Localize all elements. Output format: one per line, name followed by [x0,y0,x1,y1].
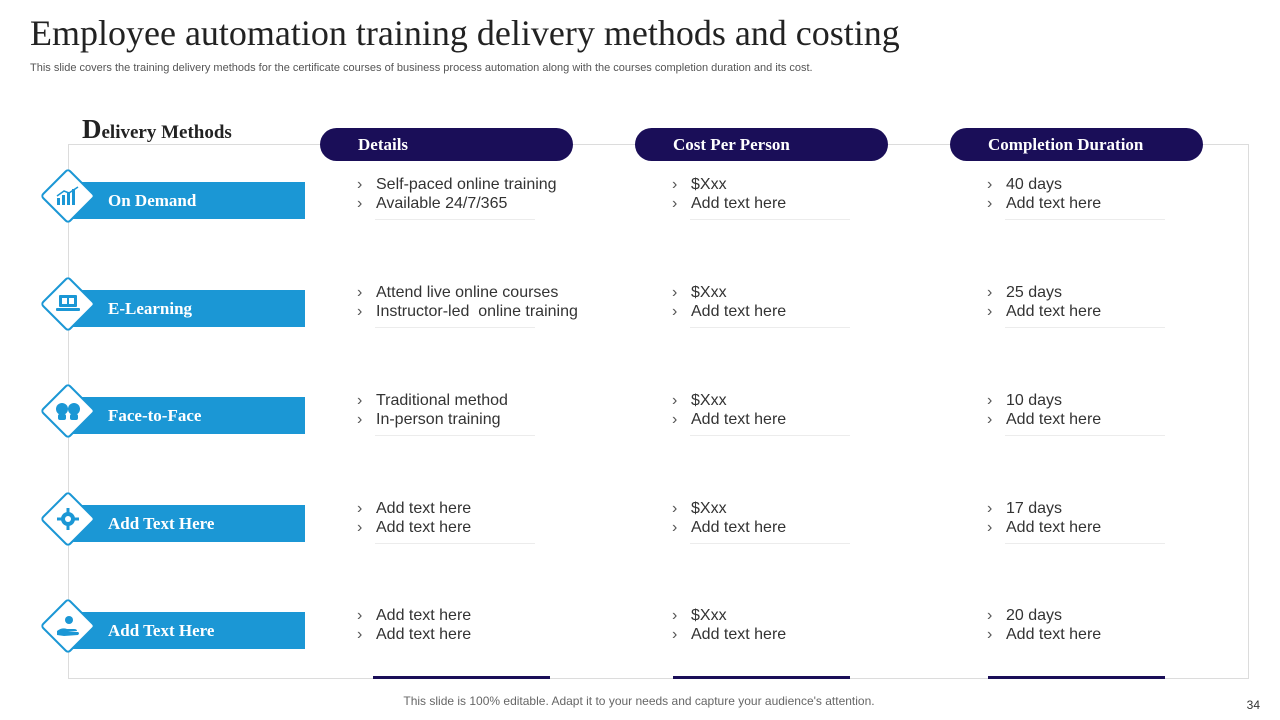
method-bar [68,182,305,219]
slide-footer: This slide is 100% editable. Adapt it to… [403,694,875,708]
chevron-right-icon: › [987,500,993,517]
hand-person-icon [54,612,82,640]
cost-cell: › $Xxx › Add text here [672,283,872,328]
section-heading: Delivery Methods [82,114,232,145]
details-cell: › Attend live online courses › Instructor-… [357,283,578,328]
column-underline-duration [988,676,1165,679]
chevron-right-icon: › [357,519,363,536]
method-label: E-Learning [108,298,193,318]
method-row-add-text-4: Add Text Here [39,490,310,555]
chevron-right-icon: › [987,176,993,193]
page-number: 34 [1246,698,1260,712]
gear-icon [54,505,82,533]
chevron-right-icon: › [357,176,363,193]
duration-cell: › 10 days › Add text here [987,391,1187,436]
chevron-right-icon: › [357,392,363,409]
chevron-right-icon: › [672,626,678,643]
method-label: Add Text Here [108,620,215,640]
chevron-right-icon: › [357,626,363,643]
details-cell: › Add text here › Add text here [357,607,472,643]
chevron-right-icon: › [672,607,678,624]
duration-cell: › 17 days › Add text here [987,499,1187,544]
chevron-right-icon: › [357,303,363,320]
method-row-e-learning: E-Learning [39,275,310,340]
cost-cell: › $Xxx › Add text here [672,499,872,544]
method-label: Face-to-Face [108,405,202,425]
bar-chart-icon [54,182,82,210]
chevron-right-icon: › [672,500,678,517]
duration-cell: › 40 days › Add text here [987,175,1187,220]
chevron-right-icon: › [672,411,678,428]
section-heading-rest: elivery Methods [101,122,232,143]
method-bar [68,290,305,327]
chevron-right-icon: › [672,303,678,320]
cost-cell: › $Xxx › Add text here [672,391,872,436]
chevron-right-icon: › [987,303,993,320]
method-row-on-demand: On Demand [39,167,310,232]
chevron-right-icon: › [672,519,678,536]
chevron-right-icon: › [357,195,363,212]
column-header-duration: Completion Duration [950,128,1203,161]
chevron-right-icon: › [987,195,993,212]
chevron-right-icon: › [357,411,363,428]
chevron-right-icon: › [672,176,678,193]
method-label: Add Text Here [108,513,215,533]
details-cell: › Add text here › Add text here [357,499,557,544]
column-header-details: Details [320,128,573,161]
column-underline-cost [673,676,850,679]
method-row-add-text-5: Add Text Here [39,597,310,662]
cost-cell: › $Xxx › Add text here [672,607,787,643]
method-label: On Demand [108,190,197,210]
chevron-right-icon: › [987,284,993,301]
details-cell: › Traditional method › In-person training [357,391,557,436]
people-talking-icon [54,397,82,425]
method-bar [68,612,305,649]
duration-cell: › 25 days › Add text here [987,283,1187,328]
method-bar [68,397,305,434]
chevron-right-icon: › [672,195,678,212]
column-underline-details [373,676,550,679]
section-heading-initial: D [82,114,102,144]
slide-subtitle: This slide covers the training delivery … [30,62,813,74]
chevron-right-icon: › [987,519,993,536]
cost-cell: › $Xxx › Add text here [672,175,872,220]
column-header-cost: Cost Per Person [635,128,888,161]
chevron-right-icon: › [357,607,363,624]
laptop-icon [54,290,82,318]
duration-cell: › 20 days › Add text here [987,607,1102,643]
slide-title: Employee automation training delivery me… [30,13,900,53]
method-bar [68,505,305,542]
chevron-right-icon: › [987,411,993,428]
chevron-right-icon: › [987,626,993,643]
chevron-right-icon: › [672,284,678,301]
chevron-right-icon: › [672,392,678,409]
chevron-right-icon: › [987,392,993,409]
method-row-face-to-face: Face-to-Face [39,382,310,447]
details-cell: › Self-paced online training › Available 2… [357,175,557,220]
chevron-right-icon: › [357,500,363,517]
chevron-right-icon: › [357,284,363,301]
chevron-right-icon: › [987,607,993,624]
